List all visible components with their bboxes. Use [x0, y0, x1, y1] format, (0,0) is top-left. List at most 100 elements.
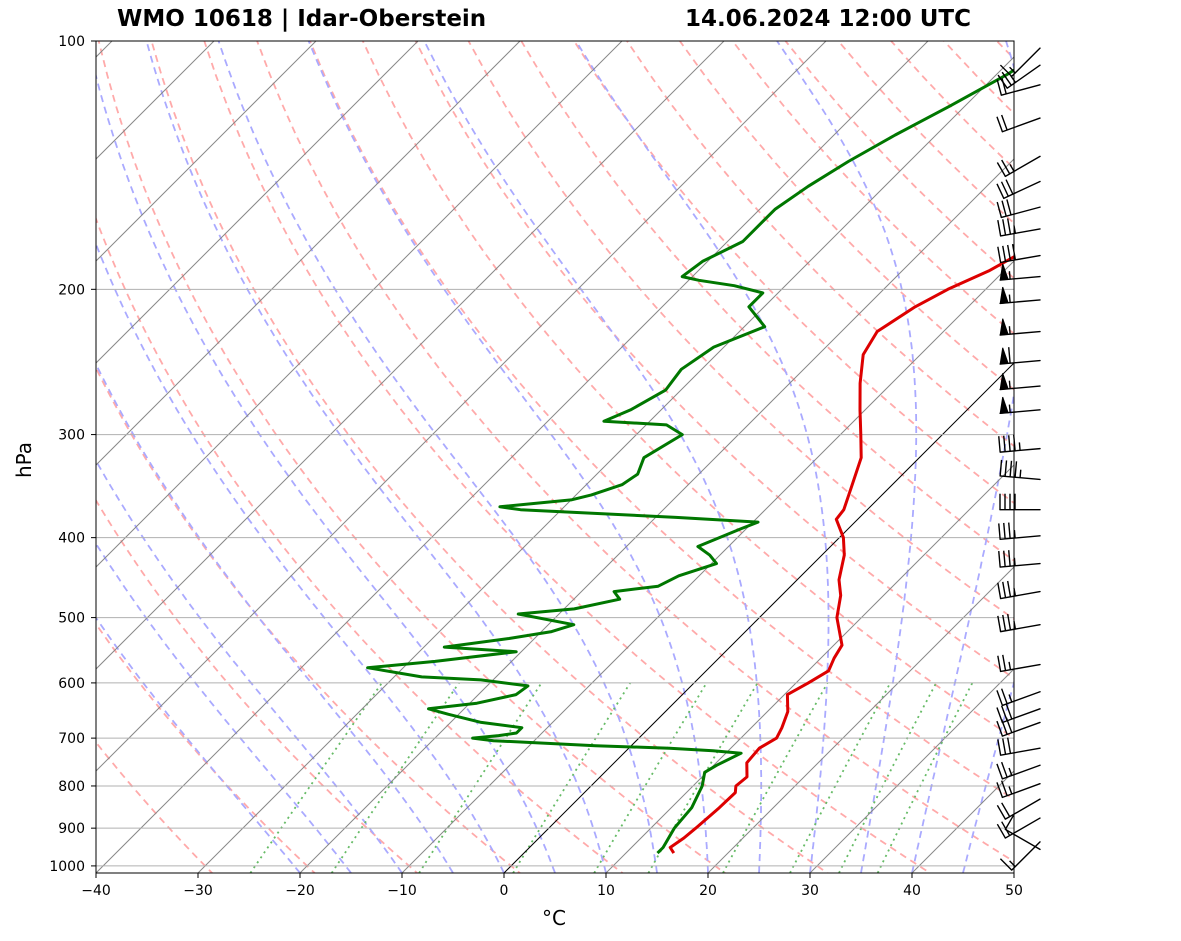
isotherm-line — [96, 41, 929, 873]
wind-barb-flag — [998, 436, 1001, 453]
y-tick-label: 700 — [58, 731, 85, 747]
wind-barb — [997, 64, 1041, 89]
dry-adiabat-line — [943, 41, 1014, 115]
wind-barb-flag — [1004, 460, 1008, 477]
wind-barb-flag — [996, 707, 1004, 723]
wind-barb-flag — [1000, 705, 1008, 722]
dry-adiabat-line — [96, 216, 624, 873]
wind-barb-shaft — [1001, 691, 1041, 707]
wind-barb-flag — [996, 79, 1003, 96]
wind-barb — [998, 522, 1041, 541]
wind-barb-flag — [1003, 522, 1006, 539]
wind-barb-half-flag — [1008, 404, 1011, 413]
dry-adiabat-line — [731, 41, 1014, 335]
wind-barb-shaft — [999, 254, 1041, 264]
wind-barb-flag — [1000, 114, 1008, 131]
wind-barb — [996, 817, 1041, 839]
moist-adiabat-line — [96, 542, 352, 873]
mixing-ratio-line — [838, 682, 937, 873]
wind-barb-shaft — [1004, 817, 1041, 839]
wind-barb — [996, 688, 1041, 707]
dry-adiabat-line — [784, 41, 1014, 280]
profile-lines — [366, 68, 1014, 855]
dewpoint-line — [366, 68, 1014, 855]
wind-barb — [999, 396, 1041, 415]
wind-barb-flag — [1006, 199, 1012, 216]
isotherm-line — [96, 41, 419, 364]
wind-barb-pennant — [999, 396, 1009, 414]
wind-barb-half-flag — [1013, 225, 1017, 234]
dry-adiabat-line — [256, 41, 1014, 863]
x-tick-label: 20 — [699, 883, 717, 899]
wind-barb-flag — [1002, 245, 1007, 262]
wind-barb-flag — [997, 74, 1008, 89]
wind-barb-half-flag — [1009, 66, 1016, 74]
wind-barb — [999, 373, 1041, 391]
x-tick-label: −10 — [387, 883, 417, 899]
moist-adiabat-line — [217, 41, 658, 873]
y-tick-label: 100 — [58, 34, 85, 50]
isotherm-line — [197, 56, 1014, 873]
moist-adiabat-line — [423, 41, 763, 873]
wind-barb-flag — [996, 720, 1004, 737]
wind-barb — [997, 218, 1041, 237]
wind-barb-half-flag — [1008, 271, 1011, 280]
wind-barb — [997, 580, 1041, 600]
isotherm-line — [1106, 23, 1181, 884]
wind-barb — [999, 318, 1041, 336]
wind-barb-flag — [1003, 435, 1006, 452]
dry-adiabat-line — [203, 41, 932, 873]
moist-adiabat-line — [96, 362, 454, 873]
wind-barb — [999, 493, 1041, 511]
wind-barb-flag — [1014, 461, 1018, 478]
wind-barb-flag — [1000, 688, 1008, 704]
wind-barb — [996, 703, 1041, 724]
y-tick-label: 1000 — [49, 859, 85, 875]
wind-barb — [996, 780, 1041, 799]
x-tick-label: −40 — [81, 883, 111, 899]
isotherm-line — [809, 668, 1014, 873]
dry-adiabat-line — [890, 41, 1014, 170]
wind-barb-flag — [996, 823, 1006, 839]
isotherm-line — [1013, 872, 1014, 873]
wind-barb-flag — [1006, 614, 1012, 631]
x-axis-label: °C — [542, 906, 566, 930]
wind-barb-half-flag — [1009, 860, 1016, 868]
wind-barb-shaft — [1000, 206, 1041, 219]
wind-barb-flag — [1008, 347, 1011, 364]
isotherm-line — [96, 41, 725, 670]
mixing-ratio-line — [249, 682, 383, 873]
wind-barb-flag — [1000, 181, 1009, 197]
chart-title-station: WMO 10618 | Idar-Oberstein — [117, 6, 487, 32]
wind-barb — [999, 459, 1041, 481]
wind-barb-pennant — [999, 318, 1009, 336]
dry-adiabat-line — [150, 41, 830, 873]
wind-barb-pennant — [999, 347, 1009, 365]
wind-barb-half-flag — [1013, 587, 1017, 597]
x-tick-label: 0 — [500, 883, 509, 899]
wind-barb — [999, 347, 1041, 365]
isotherm-line — [605, 464, 1014, 873]
wind-barb-half-flag — [1008, 380, 1011, 389]
wind-barb — [999, 47, 1041, 78]
wind-barb-flag — [1008, 522, 1011, 539]
wind-barb-pennant — [999, 263, 1009, 281]
wind-barb-flag — [1001, 71, 1012, 86]
y-tick-label: 500 — [58, 611, 85, 627]
wind-barb-shaft — [1004, 798, 1041, 820]
y-tick-label: 900 — [58, 821, 85, 837]
plot-frame — [95, 40, 1015, 874]
dry-adiabat-line — [996, 41, 1014, 60]
wind-barb-shaft — [1000, 84, 1041, 96]
wind-barb — [996, 179, 1041, 200]
dry-adiabat-line — [97, 41, 727, 873]
wind-barb-flag — [1005, 703, 1013, 720]
dry-adiabat-line — [573, 41, 1014, 505]
wind-barb — [996, 798, 1041, 820]
wind-barb — [998, 550, 1041, 568]
wind-barb-flag — [996, 162, 1006, 177]
wind-barb-flag — [1008, 550, 1011, 567]
wind-barb-shaft — [999, 475, 1041, 481]
wind-barb-shaft — [999, 228, 1041, 237]
wind-barb-half-flag — [1008, 767, 1013, 776]
